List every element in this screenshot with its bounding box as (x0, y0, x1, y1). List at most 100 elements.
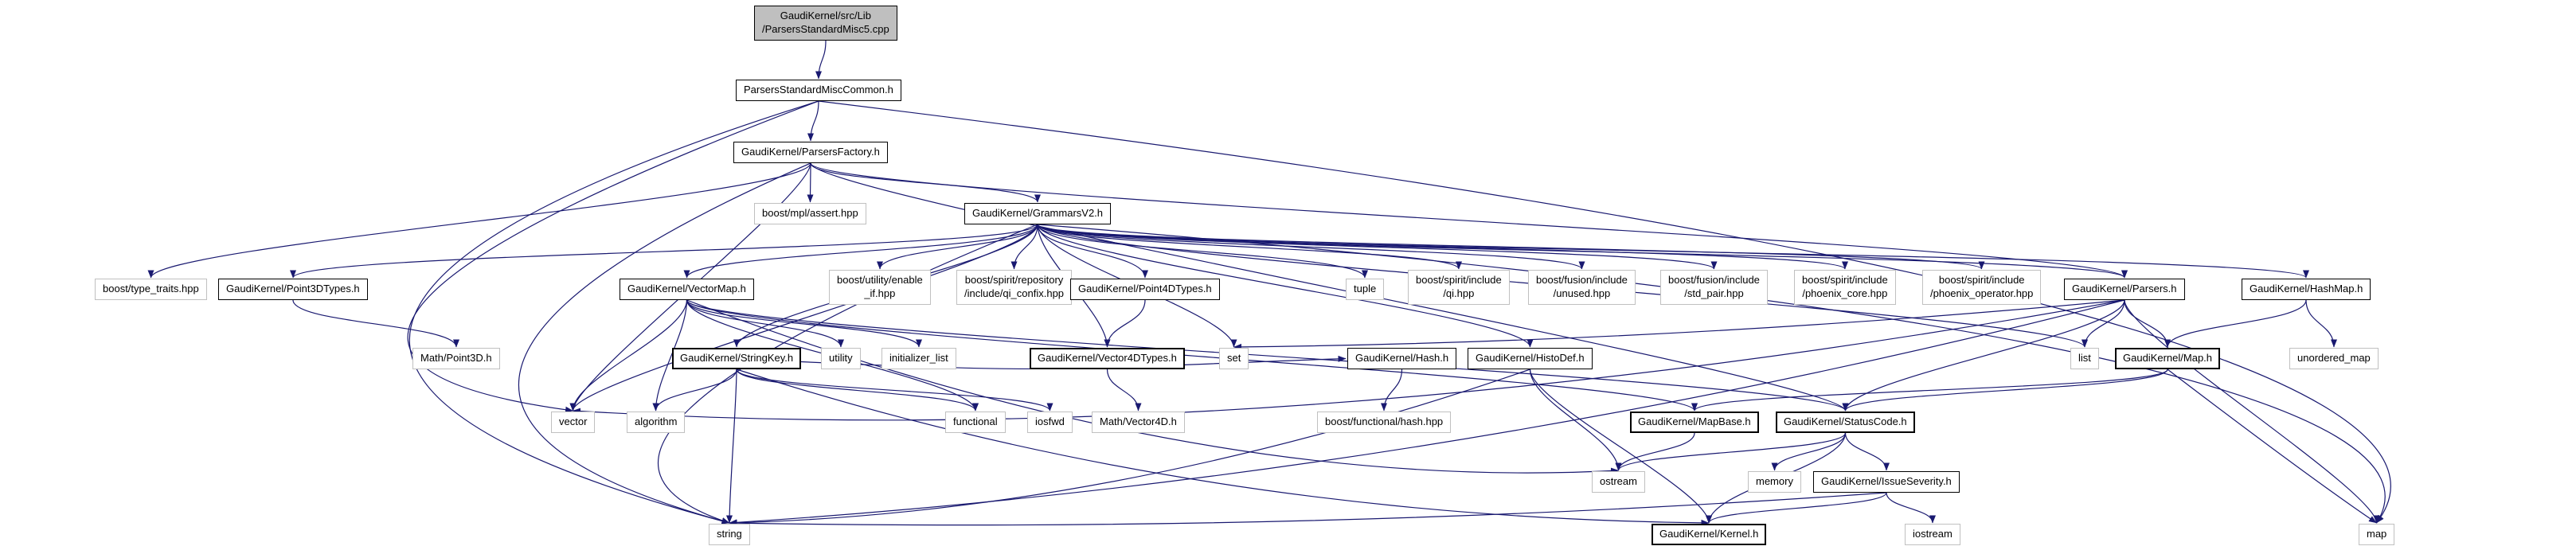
edge-common-to-vector (407, 100, 819, 413)
graph-node-iostream: iostream (1905, 524, 1960, 545)
edge-parsers-to-list (2082, 299, 2125, 348)
edge-parsers-to-string (729, 299, 2125, 526)
edge-common-to-string (408, 100, 819, 525)
graph-node-phoenixcore: boost/spirit/include /phoenix_core.hpp (1794, 270, 1896, 305)
edge-factory-to-statuscode (810, 162, 1849, 412)
edge-parsers-to-vector (573, 299, 2125, 421)
edge-vector4dtypes-to-mathvector4d (1106, 369, 1142, 412)
edge-factory-to-parsers (810, 162, 2128, 279)
graph-node-mplassert: boost/mpl/assert.hpp (754, 203, 866, 224)
graph-node-qi: boost/spirit/include /qi.hpp (1408, 270, 1510, 305)
edge-vectormap-to-algorithm (652, 299, 688, 412)
graph-node-maph[interactable]: GaudiKernel/Map.h (2115, 348, 2221, 369)
graph-node-phoenixop: boost/spirit/include /phoenix_operator.h… (1922, 270, 2042, 305)
edge-stringkey-to-kernel (736, 369, 1710, 526)
edge-grammars-to-vector (569, 224, 1038, 412)
graph-node-initlist: initializer_list (881, 348, 956, 369)
graph-node-iosfwd: iosfwd (1027, 412, 1073, 433)
graph-node-vector: vector (551, 412, 596, 433)
graph-node-kernel[interactable]: GaudiKernel/Kernel.h (1652, 524, 1767, 545)
edge-vectormap-to-initlist (686, 299, 922, 348)
edge-grammars-to-qiconfix (1010, 224, 1038, 270)
edge-vectormap-to-vector (569, 299, 688, 412)
edge-parsers-to-maph (2124, 299, 2171, 348)
graph-node-functional: functional (945, 412, 1006, 433)
edge-issueseverity-to-kernel (1706, 492, 1887, 524)
edge-issueseverity-to-iostream (1886, 492, 1936, 524)
edge-vectormap-to-utility (686, 299, 844, 348)
graph-node-algorithm: algorithm (627, 412, 686, 433)
edge-vectormap-to-mapbase (686, 299, 1698, 412)
edge-common-to-map (818, 100, 2391, 524)
graph-node-common[interactable]: ParsersStandardMiscCommon.h (736, 80, 901, 101)
edge-grammars-to-unused (1037, 224, 1585, 270)
graph-node-hash[interactable]: GaudiKernel/Hash.h (1347, 348, 1457, 369)
graph-node-point4dtypes[interactable]: GaudiKernel/Point4DTypes.h (1070, 279, 1220, 300)
graph-node-boosthash: boost/functional/hash.hpp (1317, 412, 1452, 433)
edge-factory-to-string (518, 162, 811, 525)
graph-node-qiconfix: boost/spirit/repository /include/qi_conf… (956, 270, 1073, 305)
edge-grammars-to-point4dtypes (1037, 224, 1148, 279)
edge-grammars-to-stdpair (1037, 224, 1718, 270)
edge-parsers-to-map (2124, 299, 2380, 524)
edge-hashmap-to-unorderedmap (2305, 299, 2337, 348)
edge-mapbase-to-ostream (1615, 432, 1695, 471)
graph-node-list: list (2070, 348, 2099, 369)
graph-node-stringkey[interactable]: GaudiKernel/StringKey.h (672, 348, 802, 369)
graph-node-vectormap[interactable]: GaudiKernel/VectorMap.h (620, 279, 754, 300)
edge-stringkey-to-iosfwd (736, 369, 1053, 412)
edge-maph-to-mapbase (1691, 369, 2168, 412)
graph-node-string: string (709, 524, 750, 545)
edge-maph-to-statuscode (1842, 369, 2168, 412)
edge-grammars-to-tuple (1037, 224, 1368, 279)
edge-grammars-to-point3dtypes (290, 224, 1038, 279)
edge-grammars-to-vectormap (683, 224, 1038, 279)
edge-factory-to-typetraits (147, 162, 811, 279)
graph-node-point3dtypes[interactable]: GaudiKernel/Point3DTypes.h (218, 279, 368, 300)
graph-node-histodef[interactable]: GaudiKernel/HistoDef.h (1468, 348, 1593, 369)
graph-node-memory: memory (1748, 471, 1801, 493)
edge-statuscode-to-issueseverity (1844, 432, 1890, 471)
graph-node-utility: utility (821, 348, 861, 369)
edge-root-to-common (815, 40, 827, 80)
graph-node-hashmap[interactable]: GaudiKernel/HashMap.h (2242, 279, 2371, 300)
edge-histodef-to-string (729, 369, 1530, 526)
edge-grammars-to-hashmap (1037, 224, 2309, 279)
graph-node-unorderedmap: unordered_map (2289, 348, 2379, 369)
edge-histodef-to-kernel (1529, 369, 1712, 524)
edge-point3dtypes-to-mathpoint3d (292, 299, 459, 348)
edge-hashmap-to-maph (2164, 299, 2307, 348)
graph-node-typetraits: boost/type_traits.hpp (95, 279, 207, 300)
graph-node-vector4dtypes[interactable]: GaudiKernel/Vector4DTypes.h (1030, 348, 1185, 369)
graph-node-factory[interactable]: GaudiKernel/ParsersFactory.h (733, 142, 888, 163)
graph-node-set: set (1219, 348, 1249, 369)
graph-node-mapbase[interactable]: GaudiKernel/MapBase.h (1630, 412, 1759, 433)
edge-parsers-to-statuscode (1842, 299, 2125, 412)
edge-stringkey-to-algorithm (652, 369, 737, 412)
edge-grammars-to-enableif (877, 224, 1038, 270)
graph-node-tuple: tuple (1346, 279, 1385, 300)
edge-parsers-to-set (1233, 299, 2125, 350)
graph-node-unused: boost/fusion/include /unused.hpp (1528, 270, 1636, 305)
graph-node-statuscode[interactable]: GaudiKernel/StatusCode.h (1776, 412, 1915, 433)
edge-common-to-factory (807, 100, 819, 142)
graph-node-mathpoint3d: Math/Point3D.h (412, 348, 500, 369)
edge-grammars-to-phoenixop (1037, 224, 1985, 270)
edge-hash-to-boosthash (1381, 369, 1403, 412)
edge-grammars-to-histodef (1037, 224, 1534, 348)
edge-issueseverity-to-string (729, 492, 1887, 527)
edge-stringkey-to-string (726, 369, 737, 524)
graph-node-issueseverity[interactable]: GaudiKernel/IssueSeverity.h (1813, 471, 1960, 493)
edge-vectormap-to-statuscode (686, 299, 1849, 412)
edge-point4dtypes-to-vector4dtypes (1104, 299, 1146, 348)
graph-node-root: GaudiKernel/src/Lib /ParsersStandardMisc… (754, 6, 897, 41)
graph-node-mathvector4d: Math/Vector4D.h (1092, 412, 1185, 433)
graph-node-enableif: boost/utility/enable _if.hpp (829, 270, 931, 305)
graph-node-map: map (2359, 524, 2395, 545)
graph-node-parsers[interactable]: GaudiKernel/Parsers.h (2064, 279, 2185, 300)
graph-node-ostream: ostream (1592, 471, 1645, 493)
graph-node-grammars[interactable]: GaudiKernel/GrammarsV2.h (964, 203, 1112, 224)
graph-node-stdpair: boost/fusion/include /std_pair.hpp (1660, 270, 1768, 305)
